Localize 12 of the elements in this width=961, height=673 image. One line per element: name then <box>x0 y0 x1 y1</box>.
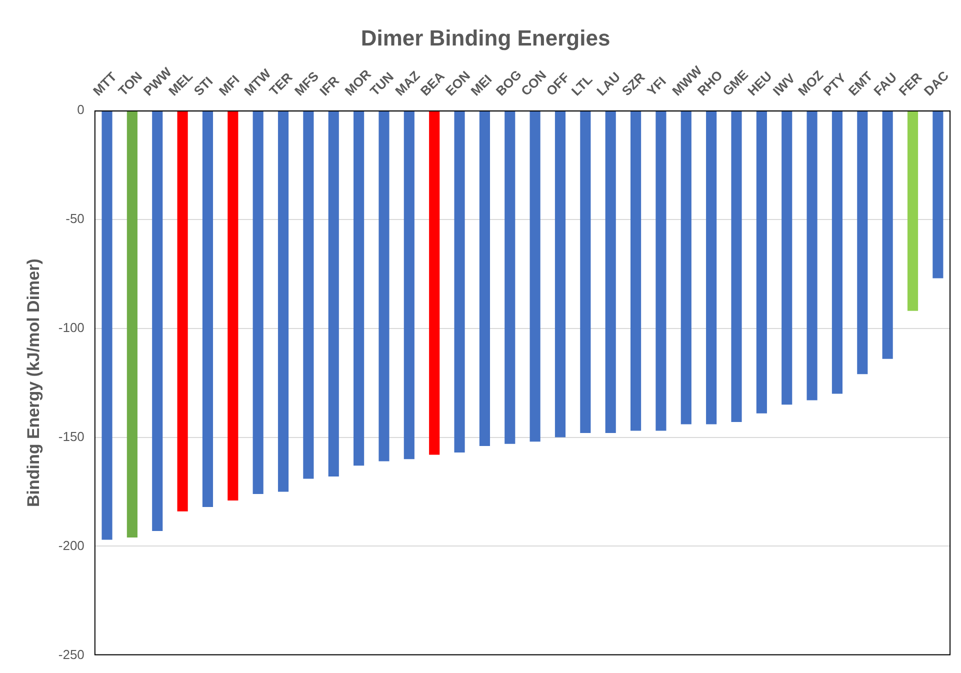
x-tick-label: YFI <box>644 74 669 99</box>
x-tick-label: LTL <box>568 72 596 99</box>
y-axis-title: Binding Energy (kJ/mol Dimer) <box>24 258 43 508</box>
chart-title: Dimer Binding Energies <box>360 25 610 50</box>
x-tick-label: IFR <box>316 72 342 99</box>
y-tick-label: -100 <box>58 320 84 335</box>
x-tick-label: MFI <box>216 72 242 99</box>
y-tick-label: -200 <box>58 538 84 553</box>
y-tick-label: -50 <box>66 210 84 226</box>
y-tick-label: -150 <box>58 428 84 444</box>
y-tick-label: 0 <box>77 102 84 118</box>
y-tick-label: -250 <box>58 646 84 662</box>
